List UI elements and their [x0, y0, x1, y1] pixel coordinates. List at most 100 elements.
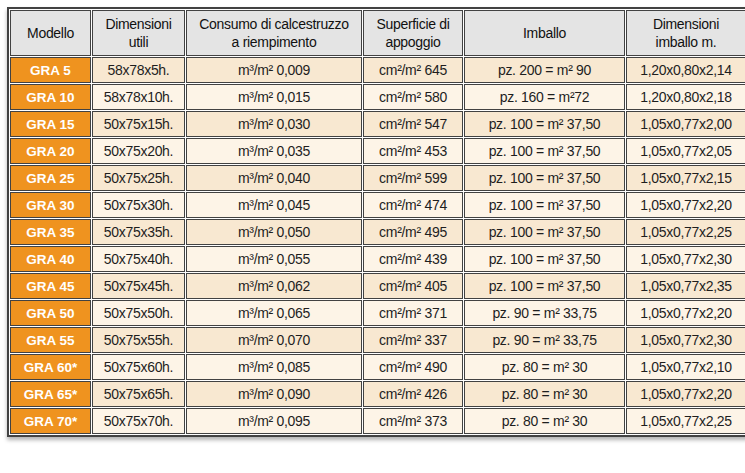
cell-dimensioni-utili: 58x78x5h.	[92, 57, 185, 83]
table-row: GRA 4050x75x40h.m³/m² 0,055cm²/m² 439pz.…	[10, 246, 745, 272]
cell-imballo: pz. 100 = m² 37,50	[464, 219, 625, 245]
table-row: GRA 2550x75x25h.m³/m² 0,040cm²/m² 599pz.…	[10, 165, 745, 191]
cell-superficie: cm²/m² 453	[363, 138, 463, 164]
column-header-dimensioni-imballo: Dimensioni imballo m.	[626, 10, 745, 56]
cell-consumo: m³/m² 0,050	[186, 219, 362, 245]
table-row: GRA 70*50x75x70h.m³/m² 0,095cm²/m² 373pz…	[10, 408, 745, 434]
cell-modello: GRA 70*	[10, 408, 91, 434]
table-row: GRA 65*50x75x65h.m³/m² 0,090cm²/m² 426pz…	[10, 381, 745, 407]
column-header-imballo: Imballo	[464, 10, 625, 56]
cell-consumo: m³/m² 0,065	[186, 300, 362, 326]
cell-dimensioni-utili: 50x75x55h.	[92, 327, 185, 353]
table-row: GRA 3050x75x30h.m³/m² 0,045cm²/m² 474pz.…	[10, 192, 745, 218]
cell-dimensioni-imballo: 1,20x0,80x2,18	[626, 84, 745, 110]
cell-dimensioni-utili: 50x75x35h.	[92, 219, 185, 245]
cell-consumo: m³/m² 0,040	[186, 165, 362, 191]
cell-dimensioni-imballo: 1,05x0,77x2,05	[626, 138, 745, 164]
column-header-dimensioni-utili: Dimensioni utili	[92, 10, 185, 56]
cell-imballo: pz. 100 = m² 37,50	[464, 138, 625, 164]
table-row: GRA 1550x75x15h.m³/m² 0,030cm²/m² 547pz.…	[10, 111, 745, 137]
cell-dimensioni-imballo: 1,05x0,77x2,15	[626, 165, 745, 191]
cell-imballo: pz. 100 = m² 37,50	[464, 192, 625, 218]
cell-imballo: pz. 100 = m² 37,50	[464, 111, 625, 137]
cell-dimensioni-utili: 50x75x30h.	[92, 192, 185, 218]
cell-modello: GRA 30	[10, 192, 91, 218]
cell-modello: GRA 45	[10, 273, 91, 299]
cell-imballo: pz. 80 = m² 30	[464, 354, 625, 380]
cell-dimensioni-imballo: 1,05x0,77x2,00	[626, 111, 745, 137]
cell-dimensioni-utili: 50x75x50h.	[92, 300, 185, 326]
cell-consumo: m³/m² 0,035	[186, 138, 362, 164]
cell-modello: GRA 50	[10, 300, 91, 326]
table-body: GRA 558x78x5h.m³/m² 0,009cm²/m² 645pz. 2…	[10, 57, 745, 434]
cell-imballo: pz. 100 = m² 37,50	[464, 165, 625, 191]
table-row: GRA 558x78x5h.m³/m² 0,009cm²/m² 645pz. 2…	[10, 57, 745, 83]
cell-dimensioni-imballo: 1,05x0,77x2,10	[626, 354, 745, 380]
cell-superficie: cm²/m² 599	[363, 165, 463, 191]
column-header-modello: Modello	[10, 10, 91, 56]
cell-consumo: m³/m² 0,045	[186, 192, 362, 218]
column-header-consumo: Consumo di calcestruzzo a riempimento	[186, 10, 362, 56]
cell-superficie: cm²/m² 474	[363, 192, 463, 218]
table-row: GRA 3550x75x35h.m³/m² 0,050cm²/m² 495pz.…	[10, 219, 745, 245]
cell-dimensioni-imballo: 1,20x0,80x2,14	[626, 57, 745, 83]
cell-dimensioni-imballo: 1,05x0,77x2,30	[626, 327, 745, 353]
cell-superficie: cm²/m² 645	[363, 57, 463, 83]
cell-consumo: m³/m² 0,085	[186, 354, 362, 380]
table-row: GRA 5050x75x50h.m³/m² 0,065cm²/m² 371pz.…	[10, 300, 745, 326]
cell-modello: GRA 20	[10, 138, 91, 164]
catalog-page: Modello Dimensioni utili Consumo di calc…	[0, 0, 745, 437]
cell-superficie: cm²/m² 580	[363, 84, 463, 110]
cell-modello: GRA 35	[10, 219, 91, 245]
cell-modello: GRA 60*	[10, 354, 91, 380]
cell-modello: GRA 5	[10, 57, 91, 83]
cell-superficie: cm²/m² 337	[363, 327, 463, 353]
cell-consumo: m³/m² 0,090	[186, 381, 362, 407]
cell-dimensioni-imballo: 1,05x0,77x2,30	[626, 246, 745, 272]
cell-dimensioni-utili: 50x75x40h.	[92, 246, 185, 272]
cell-imballo: pz. 200 = m² 90	[464, 57, 625, 83]
cell-dimensioni-imballo: 1,05x0,77x2,20	[626, 300, 745, 326]
cell-dimensioni-imballo: 1,05x0,77x2,25	[626, 219, 745, 245]
cell-superficie: cm²/m² 439	[363, 246, 463, 272]
cell-modello: GRA 65*	[10, 381, 91, 407]
cell-modello: GRA 15	[10, 111, 91, 137]
cell-consumo: m³/m² 0,070	[186, 327, 362, 353]
table-row: GRA 5550x75x55h.m³/m² 0,070cm²/m² 337pz.…	[10, 327, 745, 353]
cell-superficie: cm²/m² 495	[363, 219, 463, 245]
table-row: GRA 60*50x75x60h.m³/m² 0,085cm²/m² 490pz…	[10, 354, 745, 380]
cell-dimensioni-imballo: 1,05x0,77x2,35	[626, 273, 745, 299]
cell-imballo: pz. 80 = m² 30	[464, 381, 625, 407]
product-spec-table: Modello Dimensioni utili Consumo di calc…	[7, 7, 745, 437]
cell-modello: GRA 40	[10, 246, 91, 272]
column-header-superficie: Superficie di appoggio	[363, 10, 463, 56]
cell-imballo: pz. 100 = m² 37,50	[464, 273, 625, 299]
cell-superficie: cm²/m² 405	[363, 273, 463, 299]
cell-dimensioni-imballo: 1,05x0,77x2,20	[626, 192, 745, 218]
cell-dimensioni-imballo: 1,05x0,77x2,20	[626, 381, 745, 407]
cell-dimensioni-utili: 58x78x10h.	[92, 84, 185, 110]
cell-modello: GRA 55	[10, 327, 91, 353]
cell-consumo: m³/m² 0,015	[186, 84, 362, 110]
cell-consumo: m³/m² 0,009	[186, 57, 362, 83]
header-row: Modello Dimensioni utili Consumo di calc…	[10, 10, 745, 56]
cell-modello: GRA 10	[10, 84, 91, 110]
cell-dimensioni-imballo: 1,05x0,77x2,25	[626, 408, 745, 434]
cell-superficie: cm²/m² 373	[363, 408, 463, 434]
cell-consumo: m³/m² 0,030	[186, 111, 362, 137]
cell-dimensioni-utili: 50x75x45h.	[92, 273, 185, 299]
cell-consumo: m³/m² 0,095	[186, 408, 362, 434]
cell-imballo: pz. 100 = m² 37,50	[464, 246, 625, 272]
cell-dimensioni-utili: 50x75x60h.	[92, 354, 185, 380]
cell-superficie: cm²/m² 426	[363, 381, 463, 407]
cell-superficie: cm²/m² 490	[363, 354, 463, 380]
cell-imballo: pz. 80 = m² 30	[464, 408, 625, 434]
table-row: GRA 4550x75x45h.m³/m² 0,062cm²/m² 405pz.…	[10, 273, 745, 299]
cell-dimensioni-utili: 50x75x20h.	[92, 138, 185, 164]
cell-superficie: cm²/m² 371	[363, 300, 463, 326]
cell-dimensioni-utili: 50x75x65h.	[92, 381, 185, 407]
cell-modello: GRA 25	[10, 165, 91, 191]
cell-dimensioni-utili: 50x75x25h.	[92, 165, 185, 191]
table-row: GRA 1058x78x10h.m³/m² 0,015cm²/m² 580pz.…	[10, 84, 745, 110]
cell-superficie: cm²/m² 547	[363, 111, 463, 137]
